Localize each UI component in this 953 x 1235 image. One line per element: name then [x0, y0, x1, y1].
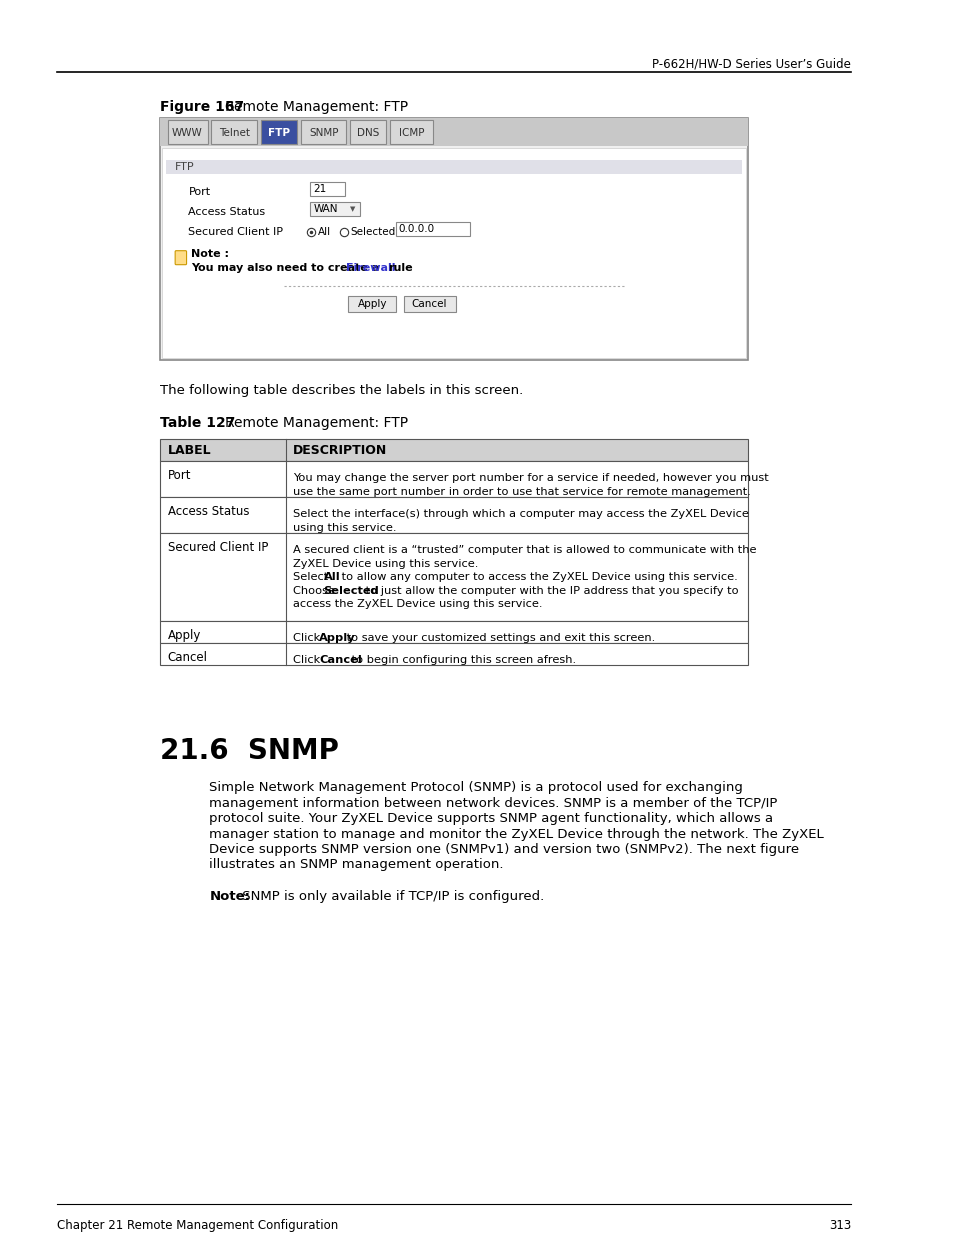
Text: ▼: ▼ [349, 206, 355, 211]
Text: Cancel: Cancel [168, 651, 208, 664]
Text: 313: 313 [828, 1219, 850, 1231]
Text: Access Status: Access Status [168, 505, 249, 519]
Text: Remote Management: FTP: Remote Management: FTP [224, 415, 407, 430]
Bar [160, 440, 747, 462]
Text: illustrates an SNMP management operation.: illustrates an SNMP management operation… [210, 858, 503, 872]
Text: use the same port number in order to use that service for remote management.: use the same port number in order to use… [293, 487, 750, 496]
Text: Access Status: Access Status [189, 206, 265, 217]
Text: manager station to manage and monitor the ZyXEL Device through the network. The : manager station to manage and monitor th… [210, 827, 823, 841]
Text: 21: 21 [313, 184, 326, 194]
Text: Remote Management: FTP: Remote Management: FTP [224, 100, 407, 114]
Text: Apply: Apply [319, 634, 355, 643]
FancyBboxPatch shape [175, 251, 187, 264]
Text: Figure 167: Figure 167 [160, 100, 244, 114]
Text: Port: Port [189, 186, 211, 196]
Bar [395, 222, 470, 236]
Text: Selected: Selected [323, 585, 379, 595]
Text: P-662H/HW-D Series User’s Guide: P-662H/HW-D Series User’s Guide [652, 58, 850, 70]
Bar [310, 182, 344, 196]
Text: DESCRIPTION: DESCRIPTION [293, 443, 387, 457]
Text: You may also need to create a: You may also need to create a [192, 263, 383, 273]
Text: SNMP: SNMP [309, 128, 338, 138]
Text: Firewall: Firewall [345, 263, 395, 273]
Text: Select: Select [293, 572, 332, 583]
Text: All: All [323, 572, 340, 583]
Bar [348, 295, 395, 311]
Text: You may change the server port number for a service if needed, however you must: You may change the server port number fo… [293, 473, 768, 483]
Text: Port: Port [168, 469, 191, 483]
Text: Telnet: Telnet [218, 128, 250, 138]
Bar [160, 643, 747, 666]
Text: Secured Client IP: Secured Client IP [168, 541, 268, 555]
Text: Note:: Note: [210, 890, 250, 903]
Bar [403, 295, 456, 311]
Text: 0.0.0.0: 0.0.0.0 [398, 224, 435, 233]
Text: Selected: Selected [350, 227, 395, 237]
Text: Chapter 21 Remote Management Configuration: Chapter 21 Remote Management Configurati… [57, 1219, 338, 1231]
Text: Select the interface(s) through which a computer may access the ZyXEL Device: Select the interface(s) through which a … [293, 509, 748, 520]
Text: The following table describes the labels in this screen.: The following table describes the labels… [160, 384, 522, 396]
Bar [390, 120, 433, 143]
Bar [350, 120, 386, 143]
Text: FTP: FTP [268, 128, 290, 138]
Text: All: All [317, 227, 331, 237]
Text: rule: rule [388, 263, 413, 273]
Text: A secured client is a “trusted” computer that is allowed to communicate with the: A secured client is a “trusted” computer… [293, 546, 756, 556]
Bar [160, 498, 747, 534]
Bar [160, 117, 747, 146]
Text: Secured Client IP: Secured Client IP [189, 227, 283, 237]
Text: ZyXEL Device using this service.: ZyXEL Device using this service. [293, 559, 478, 569]
Bar [160, 534, 747, 621]
Bar [166, 159, 741, 174]
Text: Note :: Note : [192, 248, 229, 258]
Text: management information between network devices. SNMP is a member of the TCP/IP: management information between network d… [210, 797, 777, 810]
Text: to begin configuring this screen afresh.: to begin configuring this screen afresh. [348, 656, 576, 666]
Bar [212, 120, 256, 143]
Text: protocol suite. Your ZyXEL Device supports SNMP agent functionality, which allow: protocol suite. Your ZyXEL Device suppor… [210, 813, 773, 825]
Bar [160, 621, 747, 643]
Bar [260, 120, 296, 143]
Bar [160, 462, 747, 498]
Text: Click: Click [293, 656, 324, 666]
Bar [168, 120, 208, 143]
Bar [310, 201, 359, 216]
Text: Apply: Apply [357, 299, 387, 309]
Text: LABEL: LABEL [168, 443, 211, 457]
Text: Table 127: Table 127 [160, 415, 235, 430]
Text: Simple Network Management Protocol (SNMP) is a protocol used for exchanging: Simple Network Management Protocol (SNMP… [210, 781, 742, 794]
Text: WAN: WAN [313, 204, 337, 214]
Bar [160, 117, 747, 359]
Text: access the ZyXEL Device using this service.: access the ZyXEL Device using this servi… [293, 599, 542, 609]
Text: Click: Click [293, 634, 324, 643]
Text: to just allow the computer with the IP address that you specify to: to just allow the computer with the IP a… [362, 585, 739, 595]
Text: Choose: Choose [293, 585, 338, 595]
Text: WWW: WWW [172, 128, 203, 138]
Bar [162, 148, 745, 358]
Text: to save your customized settings and exit this screen.: to save your customized settings and exi… [343, 634, 655, 643]
Text: ICMP: ICMP [398, 128, 424, 138]
Text: Device supports SNMP version one (SNMPv1) and version two (SNMPv2). The next fig: Device supports SNMP version one (SNMPv1… [210, 844, 799, 856]
Text: to allow any computer to access the ZyXEL Device using this service.: to allow any computer to access the ZyXE… [337, 572, 737, 583]
Text: Cancel: Cancel [411, 299, 447, 309]
Text: Apply: Apply [168, 630, 201, 642]
Bar [300, 120, 346, 143]
Text: using this service.: using this service. [293, 522, 396, 532]
Text: SNMP is only available if TCP/IP is configured.: SNMP is only available if TCP/IP is conf… [238, 890, 544, 903]
Text: 21.6  SNMP: 21.6 SNMP [160, 737, 338, 766]
Text: Cancel: Cancel [319, 656, 361, 666]
Text: DNS: DNS [356, 128, 379, 138]
Text: FTP: FTP [175, 162, 194, 172]
